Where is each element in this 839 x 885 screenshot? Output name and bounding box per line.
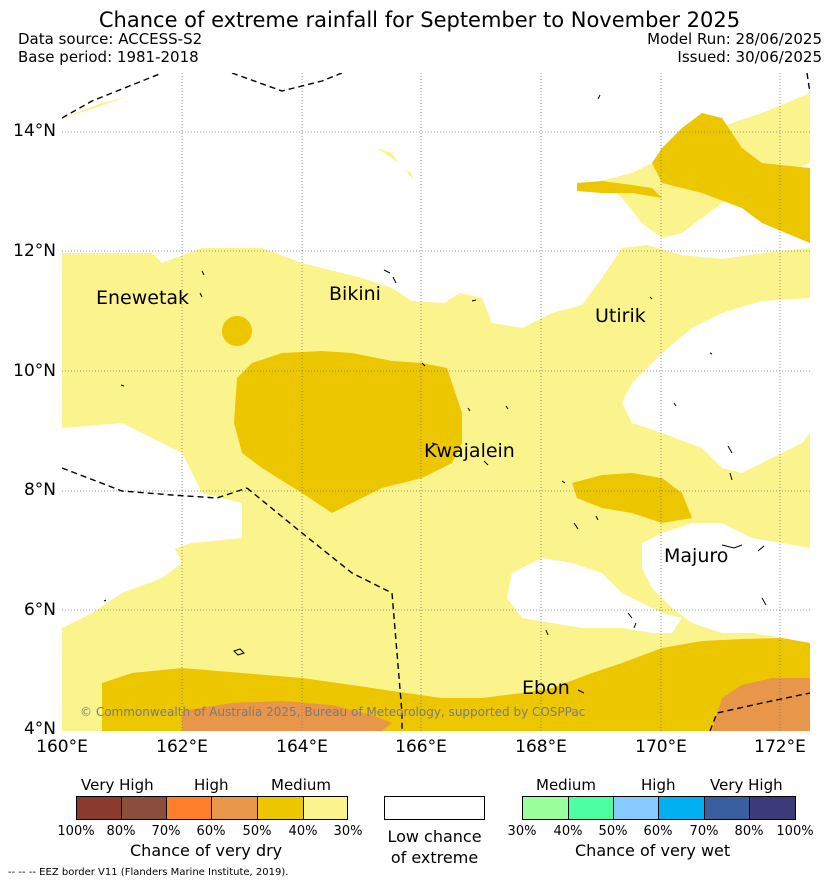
lon-tick-164e: 164°E bbox=[276, 737, 328, 757]
dry-level-medium: Medium bbox=[271, 776, 331, 794]
low-chance-line2: of extreme bbox=[390, 848, 479, 867]
wet-swatch-40-50 bbox=[568, 796, 614, 820]
wet-swatch-80-100 bbox=[749, 796, 796, 820]
dry-swatch-50-60 bbox=[211, 796, 258, 820]
dry-pct-100: 100% bbox=[57, 824, 95, 839]
lat-tick-14n: 14°N bbox=[13, 121, 56, 141]
wet-level-medium: Medium bbox=[536, 776, 596, 794]
data-source-label: Data source: ACCESS-S2 bbox=[18, 30, 203, 48]
wet-swatch-30-40 bbox=[522, 796, 569, 820]
place-label-kwajalein: Kwajalein bbox=[424, 440, 515, 462]
lon-tick-162e: 162°E bbox=[156, 737, 208, 757]
dry-pct-60: 60% bbox=[196, 824, 226, 839]
place-label-ebon: Ebon bbox=[522, 677, 570, 699]
dry-swatch-30-40 bbox=[303, 796, 348, 820]
dry-pct-70: 70% bbox=[151, 824, 181, 839]
issued-label: Issued: 30/06/2025 bbox=[677, 48, 822, 66]
low-chance-nw-lobe bbox=[62, 73, 782, 198]
place-label-enewetak: Enewetak bbox=[96, 287, 190, 309]
dry-swatch-70-80 bbox=[121, 796, 167, 820]
eez-borders bbox=[62, 73, 810, 731]
low-chance-south-center bbox=[507, 558, 682, 633]
model-run-label: Model Run: 28/06/2025 bbox=[647, 30, 822, 48]
rainfall-map: Enewetak Bikini Utirik Kwajalein Majuro … bbox=[62, 73, 810, 731]
map-title: Chance of extreme rainfall for September… bbox=[98, 8, 741, 32]
eez-footnote: -- -- -- EEZ border V11 (Flanders Marine… bbox=[8, 867, 289, 878]
dry-pct-40: 40% bbox=[288, 824, 318, 839]
atolls bbox=[103, 94, 767, 694]
wet-pct-60: 60% bbox=[643, 824, 673, 839]
dry-50-60-southeast bbox=[712, 678, 810, 731]
low-chance-southeast bbox=[642, 523, 810, 643]
dry-swatch-40-50 bbox=[257, 796, 304, 820]
lon-tick-170e: 170°E bbox=[635, 737, 687, 757]
low-chance-east bbox=[622, 298, 810, 473]
lat-tick-12n: 12°N bbox=[13, 241, 56, 261]
dry-level-high: High bbox=[194, 776, 229, 794]
dry-level-very-high: Very High bbox=[81, 776, 154, 794]
low-chance-swatch bbox=[384, 796, 485, 820]
map-canvas bbox=[62, 73, 810, 731]
wet-legend-title: Chance of very wet bbox=[575, 841, 731, 860]
low-chance-line1: Low chance bbox=[387, 827, 482, 846]
dry-40-50-ne-strip bbox=[577, 181, 662, 198]
wet-pct-70: 70% bbox=[689, 824, 719, 839]
wet-swatch-60-70 bbox=[658, 796, 705, 820]
dry-swatch-80-100 bbox=[76, 796, 122, 820]
dry-40-50-northeast bbox=[652, 113, 810, 243]
lon-tick-168e: 168°E bbox=[515, 737, 567, 757]
wet-pct-40: 40% bbox=[553, 824, 583, 839]
lon-tick-160e: 160°E bbox=[36, 737, 88, 757]
wet-level-high: High bbox=[641, 776, 676, 794]
lat-tick-10n: 10°N bbox=[13, 361, 56, 381]
low-chance-upper bbox=[62, 83, 810, 328]
lat-tick-4n: 4°N bbox=[23, 719, 56, 739]
dry-40-50-east bbox=[572, 473, 692, 523]
wet-level-very-high: Very High bbox=[710, 776, 783, 794]
dry-40-50-small bbox=[222, 316, 252, 346]
dry-pct-80: 80% bbox=[106, 824, 136, 839]
place-label-bikini: Bikini bbox=[329, 283, 381, 305]
dry-pct-30: 30% bbox=[333, 824, 363, 839]
wet-pct-80: 80% bbox=[734, 824, 764, 839]
lon-tick-172e: 172°E bbox=[754, 737, 806, 757]
wet-pct-30: 30% bbox=[507, 824, 537, 839]
wet-swatch-50-60 bbox=[613, 796, 659, 820]
lat-tick-8n: 8°N bbox=[23, 480, 56, 500]
dry-50-60-southwest bbox=[182, 701, 392, 731]
copyright-notice: © Commonwealth of Australia 2025, Bureau… bbox=[80, 705, 586, 719]
dry-legend-title: Chance of very dry bbox=[130, 841, 283, 860]
wet-pct-100: 100% bbox=[776, 824, 814, 839]
dry-pct-50: 50% bbox=[242, 824, 272, 839]
wet-swatch-70-80 bbox=[704, 796, 750, 820]
dry-swatch-60-70 bbox=[166, 796, 212, 820]
lon-tick-166e: 166°E bbox=[395, 737, 447, 757]
low-chance-sw bbox=[62, 528, 182, 628]
place-label-utirik: Utirik bbox=[595, 305, 646, 327]
dry-40-50-central bbox=[234, 351, 462, 513]
base-period-label: Base period: 1981-2018 bbox=[18, 48, 199, 66]
lat-tick-6n: 6°N bbox=[23, 600, 56, 620]
wet-pct-50: 50% bbox=[598, 824, 628, 839]
place-label-majuro: Majuro bbox=[664, 545, 729, 567]
